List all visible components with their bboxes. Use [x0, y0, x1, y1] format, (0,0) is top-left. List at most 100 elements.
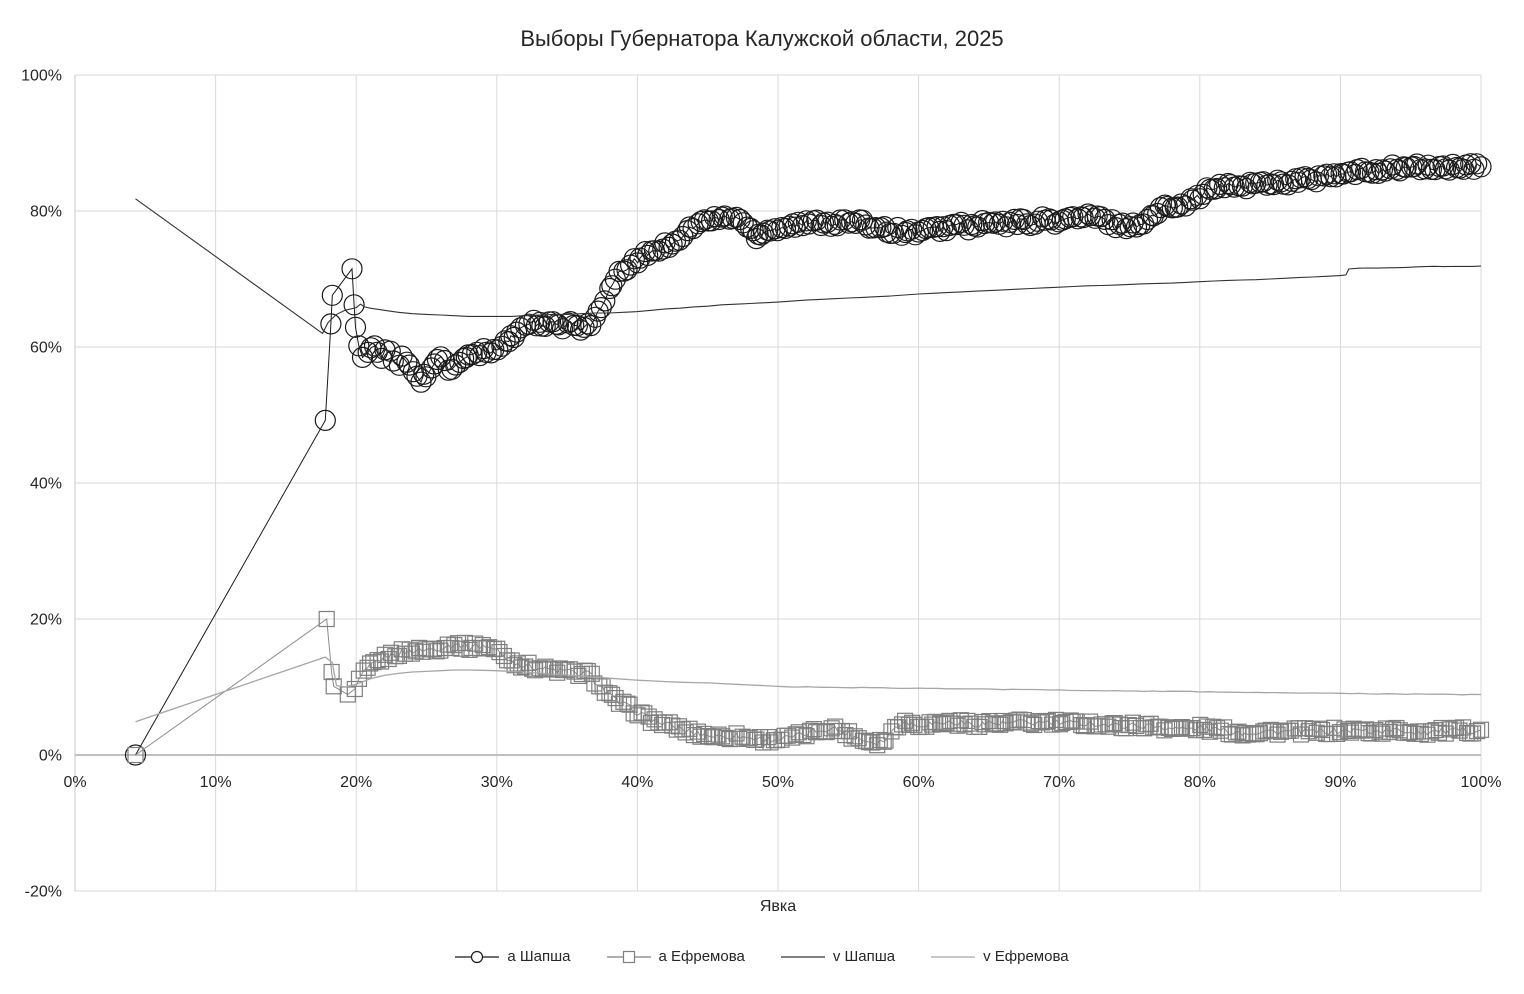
- data-point-square: [1262, 721, 1279, 739]
- data-point-circle: [1090, 206, 1112, 228]
- data-point-circle: [402, 361, 424, 383]
- data-point-circle: [658, 236, 680, 258]
- data-point-square: [1160, 719, 1178, 737]
- data-point-circle: [314, 409, 336, 431]
- data-point-square: [837, 726, 854, 744]
- data-point-circle: [1417, 154, 1439, 176]
- data-point-circle: [634, 241, 656, 263]
- data-point-circle: [1315, 163, 1338, 185]
- data-point-square: [762, 734, 779, 751]
- data-point-circle: [449, 351, 471, 373]
- data-point-square: [1106, 714, 1123, 732]
- data-point-circle: [700, 210, 723, 232]
- data-point-circle: [984, 211, 1007, 233]
- data-point-square: [685, 726, 703, 744]
- data-point-circle: [590, 297, 612, 319]
- data-point-circle: [711, 206, 733, 228]
- data-point-square: [443, 639, 460, 657]
- data-point-circle: [124, 744, 147, 766]
- data-point-circle: [461, 343, 483, 366]
- data-point-circle: [594, 290, 616, 312]
- data-point-square: [1192, 716, 1209, 734]
- data-point-circle: [1196, 177, 1218, 199]
- data-point-circle: [1460, 153, 1482, 175]
- data-point-square: [1340, 722, 1357, 740]
- data-point-circle: [648, 240, 670, 262]
- data-point-circle: [787, 211, 809, 233]
- series-1: [127, 610, 1490, 764]
- data-point-circle: [1256, 174, 1278, 196]
- data-point-circle: [601, 275, 623, 297]
- data-point-circle: [1277, 174, 1299, 196]
- data-point-circle: [826, 215, 849, 237]
- x-tick-label: 70%: [1043, 774, 1075, 791]
- data-point-square: [1248, 726, 1265, 743]
- data-point-circle: [795, 210, 818, 232]
- data-point-circle: [1206, 177, 1228, 200]
- y-tick-label: 0%: [39, 747, 62, 764]
- data-point-square: [1300, 723, 1317, 740]
- data-point-circle: [441, 358, 463, 380]
- data-point-circle: [1108, 213, 1130, 235]
- data-point-square: [573, 665, 590, 683]
- data-point-circle: [1105, 217, 1127, 239]
- data-point-circle: [1320, 166, 1342, 188]
- data-point-square: [1178, 720, 1195, 737]
- legend-item-v-shapsha: v Шапша: [780, 948, 895, 965]
- data-point-square: [1441, 721, 1458, 738]
- data-point-circle: [487, 339, 509, 361]
- data-point-square: [425, 640, 443, 658]
- data-point-circle: [999, 211, 1021, 233]
- data-point-square: [869, 737, 886, 754]
- data-point-circle: [505, 321, 528, 343]
- data-point-circle: [1365, 159, 1387, 181]
- data-point-square: [918, 718, 935, 735]
- data-point-square: [1062, 712, 1079, 729]
- legend-item-a-shapsha: а Шапша: [455, 948, 571, 965]
- series-3: [135, 656, 1482, 723]
- data-point-square: [751, 728, 769, 746]
- data-point-square: [1251, 725, 1269, 742]
- plot-area: 100% 80% 60% 40% 20% 0% -20% 0% 10% 20% 30% 40% 50% 6…: [21, 67, 1501, 900]
- chart-title: Выборы Губернатора Калужской области, 20…: [520, 26, 1004, 51]
- data-point-circle: [357, 341, 379, 363]
- data-point-square: [1472, 721, 1490, 738]
- y-tick-label: 40%: [30, 475, 62, 492]
- y-tick-label: 80%: [30, 203, 62, 220]
- data-point-square: [610, 695, 628, 712]
- data-point-circle: [894, 221, 917, 244]
- y-tick-label: 100%: [21, 67, 62, 84]
- data-point-circle: [1040, 209, 1062, 231]
- data-point-circle: [410, 371, 432, 393]
- data-point-square: [531, 660, 548, 677]
- series-2: [135, 198, 1482, 335]
- data-point-square: [619, 695, 636, 712]
- data-point-square: [938, 714, 955, 731]
- data-point-circle: [551, 318, 574, 340]
- data-point-square: [640, 708, 657, 725]
- data-point-circle: [1307, 165, 1330, 187]
- tick-labels: 100% 80% 60% 40% 20% 0% -20% 0% 10% 20% 30% 40% 50% 6…: [21, 67, 1501, 900]
- data-point-square: [1381, 723, 1398, 741]
- x-axis-title: Явка: [759, 898, 797, 915]
- data-point-circle: [613, 260, 635, 282]
- x-tick-label: 90%: [1324, 774, 1356, 791]
- data-point-circle: [1174, 195, 1197, 217]
- data-point-circle: [1038, 208, 1060, 230]
- data-point-circle: [433, 349, 456, 372]
- data-point-square: [992, 716, 1009, 733]
- data-point-circle: [320, 313, 342, 335]
- data-point-circle: [608, 260, 630, 282]
- data-point-square: [1033, 714, 1051, 731]
- data-point-square: [1357, 721, 1375, 738]
- data-point-square: [962, 715, 979, 732]
- data-point-square: [480, 639, 498, 656]
- data-point-circle: [1122, 212, 1144, 234]
- data-point-square: [805, 720, 822, 738]
- data-point-circle: [1094, 208, 1116, 230]
- x-tick-label: 100%: [1461, 774, 1502, 791]
- x-tick-label: 10%: [200, 774, 232, 791]
- data-point-circle: [932, 216, 954, 238]
- data-point-square: [823, 720, 840, 737]
- data-point-circle: [341, 258, 363, 280]
